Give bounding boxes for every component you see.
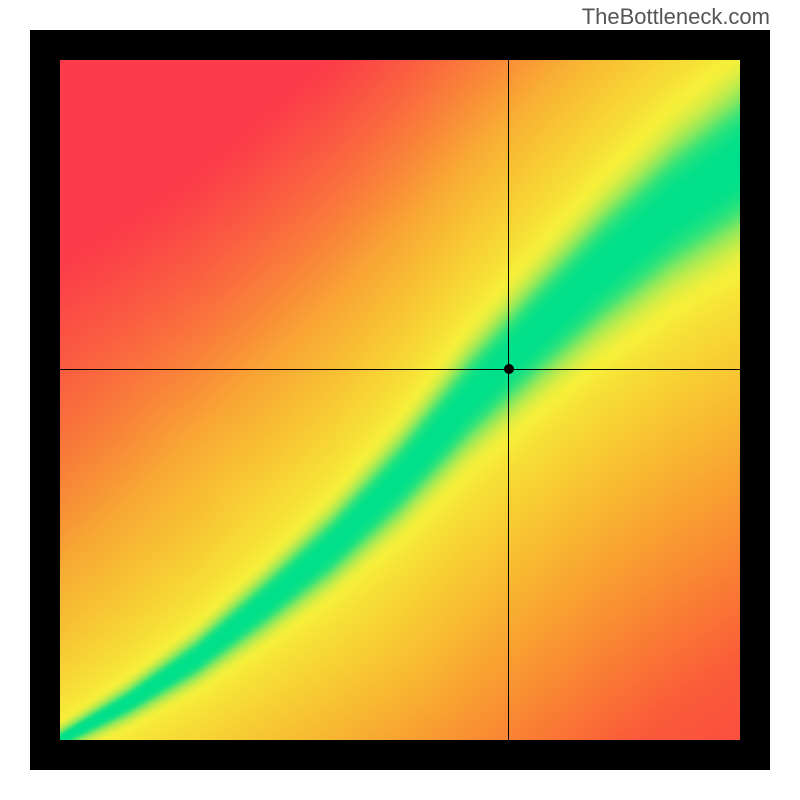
heatmap-canvas xyxy=(60,60,740,740)
plot-frame xyxy=(30,30,770,770)
chart-container: TheBottleneck.com xyxy=(0,0,800,800)
crosshair-horizontal xyxy=(60,369,740,370)
crosshair-vertical xyxy=(508,60,509,740)
watermark-text: TheBottleneck.com xyxy=(582,4,770,30)
heatmap-plot xyxy=(60,60,740,740)
